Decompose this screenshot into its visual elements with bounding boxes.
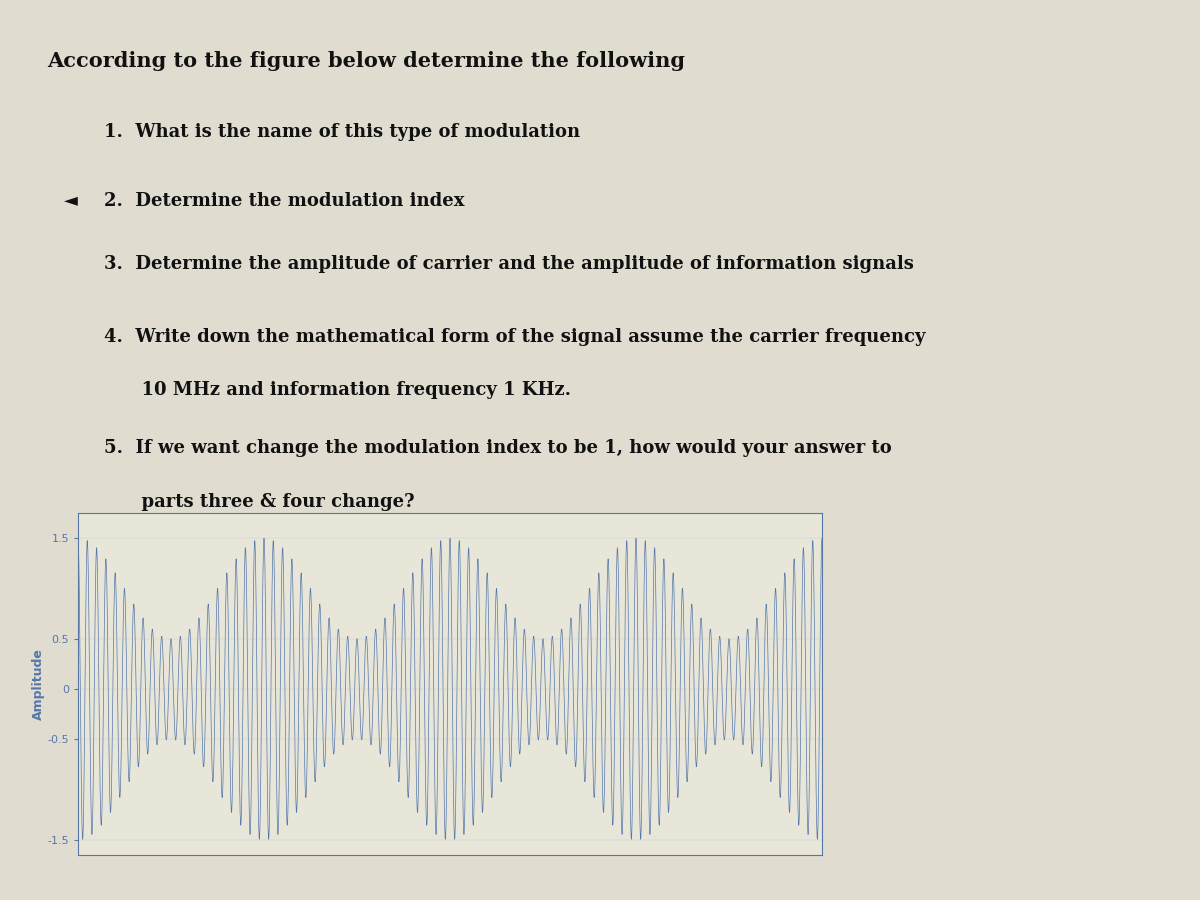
Text: 4.  Write down the mathematical form of the signal assume the carrier frequency: 4. Write down the mathematical form of t… <box>103 328 925 346</box>
Text: 3.  Determine the amplitude of carrier and the amplitude of information signals: 3. Determine the amplitude of carrier an… <box>103 255 913 273</box>
Text: 10 MHz and information frequency 1 KHz.: 10 MHz and information frequency 1 KHz. <box>103 381 571 399</box>
Text: According to the figure below determine the following: According to the figure below determine … <box>47 50 685 70</box>
Text: parts three & four change?: parts three & four change? <box>103 493 414 511</box>
Text: 5.  If we want change the modulation index to be 1, how would your answer to: 5. If we want change the modulation inde… <box>103 439 892 457</box>
Text: 1.  What is the name of this type of modulation: 1. What is the name of this type of modu… <box>103 123 580 141</box>
Y-axis label: Amplitude: Amplitude <box>31 648 44 720</box>
Text: ◄: ◄ <box>65 192 78 210</box>
Text: 2.  Determine the modulation index: 2. Determine the modulation index <box>103 192 464 210</box>
